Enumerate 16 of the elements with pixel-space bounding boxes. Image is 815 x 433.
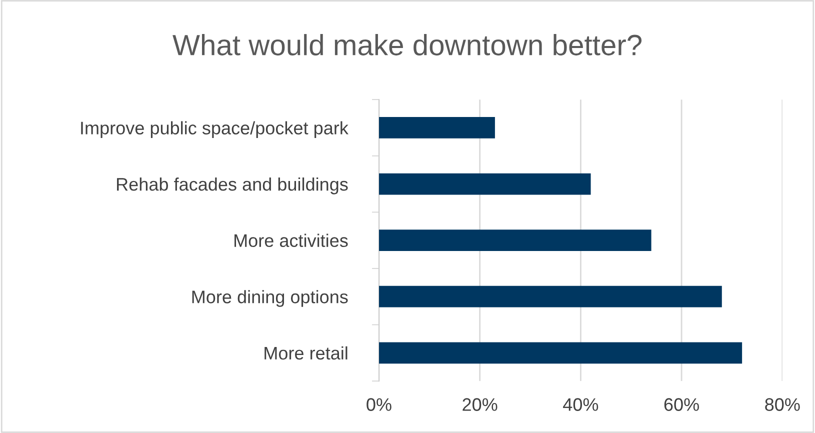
bar xyxy=(378,117,495,138)
chart-title: What would make downtown better? xyxy=(172,34,642,56)
x-tick-label: 0% xyxy=(366,398,392,411)
y-tick-label: More retail xyxy=(264,346,348,360)
x-tick-label: 40% xyxy=(563,398,598,411)
y-tick-label: Rehab facades and buildings xyxy=(117,177,348,194)
bar xyxy=(378,342,742,364)
y-tick-label: Improve public space/pocket park xyxy=(81,121,348,138)
bar xyxy=(378,173,591,195)
x-tick-label: 20% xyxy=(462,398,498,411)
bar xyxy=(378,230,652,252)
y-tick-label: More activities xyxy=(234,234,348,248)
x-tick-label: 80% xyxy=(765,398,800,411)
bar xyxy=(378,286,722,308)
x-tick-label: 60% xyxy=(664,398,699,411)
y-tick-label: More dining options xyxy=(192,290,348,307)
